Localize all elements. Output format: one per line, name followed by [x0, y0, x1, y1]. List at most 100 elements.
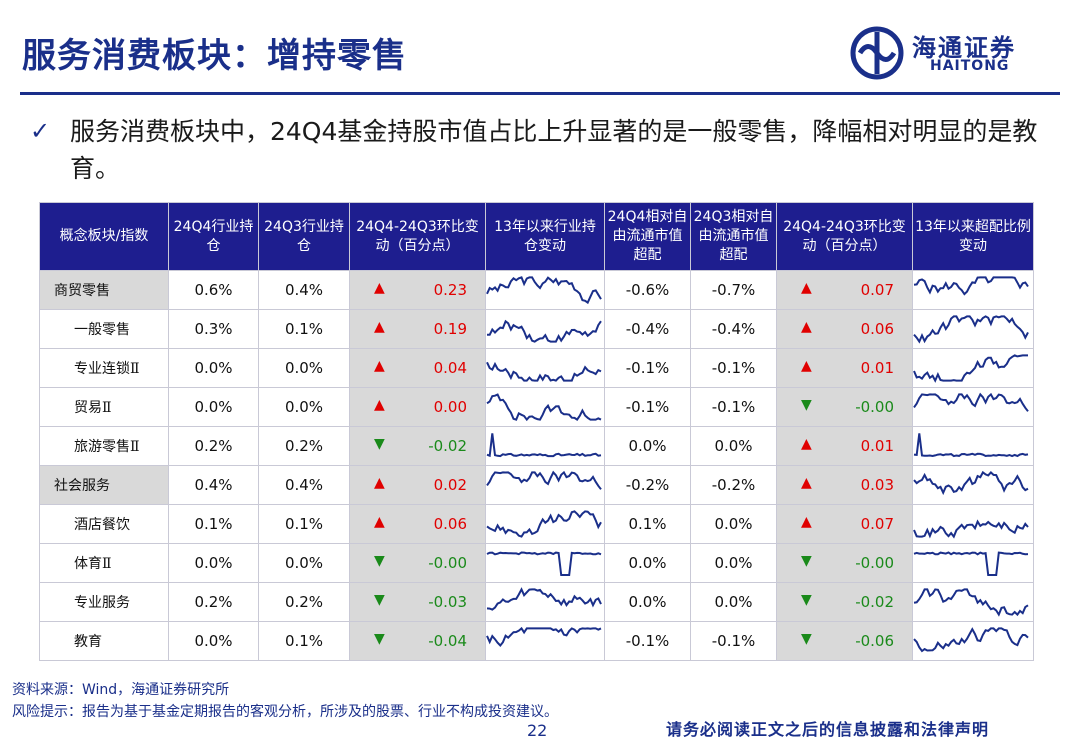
q3-overweight-cell: -0.7%	[690, 270, 777, 310]
cell-text: 0.6%	[194, 281, 233, 299]
q3-overweight-cell: -0.1%	[690, 348, 777, 388]
sector-name-cell: 教育	[39, 621, 169, 661]
overweight-trend-sparkline	[912, 582, 1034, 622]
header-q3-overweight: 24Q3相对自由流通市值超配	[690, 202, 777, 271]
cell-text: -0.00	[428, 554, 467, 572]
triangle-down-icon: ▼	[801, 592, 812, 608]
cell-text: 0.4%	[284, 281, 324, 299]
cell-text: 专业服务	[74, 595, 130, 611]
q3-overweight-cell: -0.1%	[690, 387, 777, 427]
q4-holding-cell: 0.6%	[168, 270, 259, 310]
cell-text: 0.0%	[628, 593, 667, 611]
cell-text: 0.0%	[284, 398, 324, 416]
overweight-trend-sparkline	[912, 348, 1034, 388]
sparkline-chart	[486, 393, 602, 422]
q3-holding-cell: 0.4%	[258, 465, 350, 505]
q3-holding-cell: 0.2%	[258, 426, 350, 466]
sparkline-chart	[913, 551, 1029, 576]
triangle-down-icon: ▼	[374, 553, 385, 569]
cell-text: 一般零售	[74, 322, 130, 338]
q4-holding-cell: 0.0%	[168, 621, 259, 661]
cell-text: -0.1%	[625, 398, 670, 416]
holding-trend-sparkline	[485, 582, 605, 622]
cell-text: -0.2%	[711, 476, 756, 494]
sparkline-chart	[913, 519, 1029, 539]
triangle-down-icon: ▼	[374, 631, 385, 647]
table-row: 酒店餐饮 0.1% 0.1% ▲ 0.06 0.1% 0.0% ▲ 0.07	[39, 504, 1034, 544]
triangle-up-icon: ▲	[801, 358, 812, 374]
holding-trend-sparkline	[485, 621, 605, 661]
q3-holding-cell: 0.0%	[258, 348, 350, 388]
triangle-up-icon: ▲	[374, 280, 385, 296]
q3-holding-cell: 0.1%	[258, 309, 350, 349]
overweight-change-cell: ▲ 0.07	[776, 504, 913, 544]
cell-text: 0.0%	[628, 554, 667, 572]
cell-text: 0.01	[860, 359, 894, 377]
cell-text: -0.4%	[711, 320, 756, 338]
sparkline-chart	[486, 626, 602, 648]
holding-change-cell: ▲ 0.04	[349, 348, 486, 388]
overweight-change-cell: ▲ 0.01	[776, 426, 913, 466]
cell-text: 体育Ⅱ	[74, 556, 112, 572]
sparkline-chart	[913, 392, 1029, 412]
q4-overweight-cell: -0.1%	[604, 387, 691, 427]
cell-text: 0.0%	[284, 554, 324, 572]
q3-overweight-cell: -0.2%	[690, 465, 777, 505]
holding-change-cell: ▼ -0.02	[349, 426, 486, 466]
sector-name-cell: 酒店餐饮	[39, 504, 169, 544]
holding-trend-sparkline	[485, 348, 605, 388]
q3-overweight-cell: 0.0%	[690, 543, 777, 583]
summary-text: 服务消费板块中，24Q4基金持股市值占比上升显著的是一般零售，降幅相对明显的是教…	[70, 117, 1038, 183]
cell-text: -0.1%	[625, 359, 670, 377]
cell-text: 0.00	[433, 398, 467, 416]
logo-chinese-name: 海通证券	[912, 33, 1016, 62]
cell-text: -0.7%	[711, 281, 756, 299]
header-overweight-trend: 13年以来超配比例变动	[912, 202, 1034, 271]
sector-name-cell: 体育Ⅱ	[39, 543, 169, 583]
table-row: 教育 0.0% 0.1% ▼ -0.04 -0.1% -0.1% ▼ -0.06	[39, 621, 1034, 661]
sector-name-cell: 专业连锁Ⅱ	[39, 348, 169, 388]
table-row: 体育Ⅱ 0.0% 0.0% ▼ -0.00 0.0% 0.0% ▼ -0.00	[39, 543, 1034, 583]
overweight-trend-sparkline	[912, 543, 1034, 583]
q4-holding-cell: 0.4%	[168, 465, 259, 505]
cell-text: -0.6%	[625, 281, 670, 299]
cell-text: -0.1%	[711, 359, 756, 377]
table-row: 专业连锁Ⅱ 0.0% 0.0% ▲ 0.04 -0.1% -0.1% ▲ 0.01	[39, 348, 1034, 388]
sparkline-chart	[913, 276, 1029, 296]
overweight-trend-sparkline	[912, 387, 1034, 427]
triangle-up-icon: ▲	[801, 319, 812, 335]
holding-trend-sparkline	[485, 543, 605, 583]
cell-text: 0.2%	[194, 593, 233, 611]
header-holding-change: 24Q4-24Q3环比变动（百分点）	[349, 202, 486, 271]
q3-holding-cell: 0.1%	[258, 621, 350, 661]
triangle-up-icon: ▲	[374, 319, 385, 335]
q3-overweight-cell: 0.0%	[690, 504, 777, 544]
cell-text: 0.0%	[194, 554, 233, 572]
header-q3-holding: 24Q3行业持仓	[258, 202, 350, 271]
table-row: 社会服务 0.4% 0.4% ▲ 0.02 -0.2% -0.2% ▲ 0.03	[39, 465, 1034, 505]
overweight-change-cell: ▲ 0.01	[776, 348, 913, 388]
cell-text: 0.1%	[284, 515, 324, 533]
triangle-up-icon: ▲	[374, 475, 385, 491]
overweight-trend-sparkline	[912, 270, 1034, 310]
cell-text: 0.19	[433, 320, 467, 338]
table-row: 旅游零售Ⅱ 0.2% 0.2% ▼ -0.02 0.0% 0.0% ▲ 0.01	[39, 426, 1034, 466]
cell-text: 0.2%	[284, 593, 324, 611]
cell-text: -0.2%	[625, 476, 670, 494]
triangle-down-icon: ▼	[374, 436, 385, 452]
cell-text: 教育	[74, 634, 102, 650]
page-title: 服务消费板块：增持零售	[22, 36, 407, 76]
logo-english-name: HAITONG	[930, 58, 1010, 74]
holding-change-cell: ▲ 0.02	[349, 465, 486, 505]
sparkline-chart	[486, 587, 602, 611]
q3-holding-cell: 0.0%	[258, 543, 350, 583]
sparkline-chart	[486, 361, 602, 382]
header-sector: 概念板块/指数	[39, 202, 169, 271]
cell-text: 0.4%	[284, 476, 324, 494]
table-row: 一般零售 0.3% 0.1% ▲ 0.19 -0.4% -0.4% ▲ 0.06	[39, 309, 1034, 349]
header-q4-overweight: 24Q4相对自由流通市值超配	[604, 202, 691, 271]
cell-text: 0.0%	[284, 359, 324, 377]
cell-text: 0.1%	[284, 632, 324, 650]
holding-trend-sparkline	[485, 465, 605, 505]
sparkline-chart	[913, 354, 1028, 383]
